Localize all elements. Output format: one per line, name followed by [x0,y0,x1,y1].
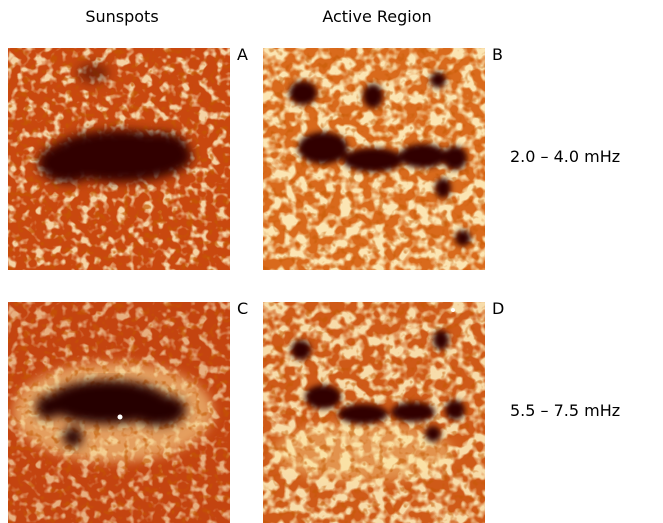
panel-image [8,48,230,270]
panel-image [263,302,485,523]
panel-label: B [492,45,503,64]
panel-label: D [492,299,504,318]
row-label: 2.0 – 4.0 mHz [510,147,620,166]
panel-image [263,48,485,270]
column-title: Active Region [322,7,431,26]
panel-label: C [237,299,248,318]
panel-label: A [237,45,248,64]
panel-image [8,302,230,523]
column-title: Sunspots [85,7,158,26]
row-label: 5.5 – 7.5 mHz [510,401,620,420]
